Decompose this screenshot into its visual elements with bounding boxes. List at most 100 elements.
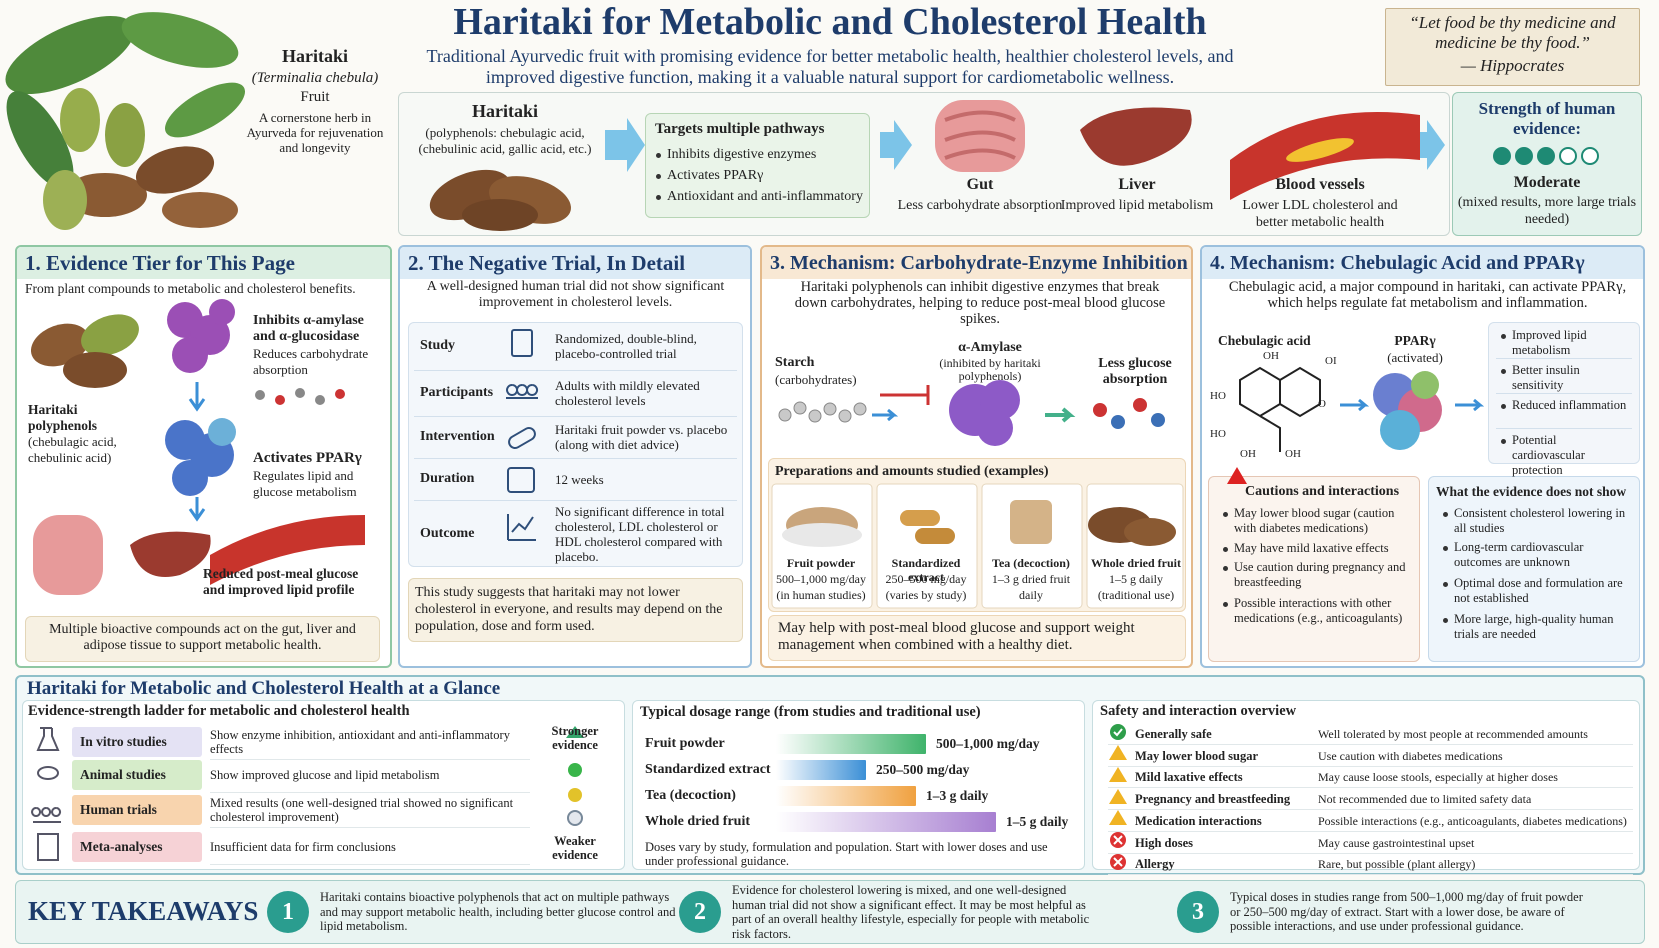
caution-item: May lower blood sugar (caution with diab…	[1222, 506, 1414, 536]
carb-illustrations	[771, 380, 1184, 609]
target-item: Activates PPARγ	[655, 168, 865, 184]
header-bar	[17, 247, 390, 279]
result: Less glucose absorption	[1098, 356, 1172, 387]
atom-label: O	[1318, 398, 1326, 410]
targets-box	[645, 113, 870, 218]
dosage-range: 500–1,000 mg/day	[936, 736, 1040, 751]
glance-title: Haritaki for Metabolic and Cholesterol H…	[27, 678, 501, 699]
row-divider	[1496, 393, 1632, 394]
leaves	[5, 12, 245, 189]
dosage-box	[632, 700, 1085, 870]
header-bar	[400, 247, 750, 279]
ladder-finding: Insufficient data for firm conclusions	[210, 840, 396, 854]
ladder-level: Human trials	[80, 802, 157, 817]
header-bar	[1202, 247, 1643, 279]
safety-detail: Possible interactions (e.g., anticoagula…	[1318, 813, 1627, 828]
row-divider	[1108, 744, 1633, 745]
starch-detail: (carbohydrates)	[775, 372, 857, 387]
ladder-top: Stronger evidence	[551, 724, 599, 752]
quote: “Let food be thy medicine and medicine b…	[1409, 13, 1616, 52]
header-bar	[762, 247, 1191, 279]
takeaway-text: Evidence for cholesterol lowering is mix…	[732, 883, 1090, 941]
enzyme-detail: (inhibited by haritaki polyphenols)	[939, 356, 1041, 383]
row-label: Intervention	[420, 429, 495, 444]
safety-detail: Not recommended due to limited safety da…	[1318, 792, 1532, 807]
title: Haritaki for Metabolic and Cholesterol H…	[453, 1, 1207, 43]
row-divider	[1496, 358, 1632, 359]
row-divider	[1108, 852, 1633, 854]
takeaway-number: 2	[694, 899, 706, 925]
atom-label: OH	[1240, 448, 1256, 460]
limits-box	[1428, 476, 1640, 662]
takeaway-text: Haritaki contains bioactive polyphenols …	[320, 890, 676, 933]
ladder-icons	[31, 726, 584, 861]
ladder-finding: Mixed results (one well-designed trial s…	[210, 796, 514, 824]
dosage-form: Fruit powder	[645, 736, 725, 751]
takeaway-number: 1	[282, 899, 294, 925]
preparations-title: Preparations and amounts studied (exampl…	[775, 464, 1049, 479]
quote-author: — Hippocrates	[1460, 56, 1565, 75]
row-text: No significant difference in total chole…	[555, 503, 725, 564]
strength-title: Strength of human evidence:	[1478, 99, 1616, 138]
row-divider	[414, 370, 737, 371]
safety-topic: High doses	[1135, 835, 1194, 850]
subtitle: Traditional Ayurvedic fruit with promisi…	[426, 46, 1234, 87]
dosage-form: Standardized extract	[645, 762, 771, 777]
row-divider	[1496, 428, 1632, 429]
row-divider	[414, 500, 737, 501]
trial-table	[408, 322, 743, 567]
row-divider	[1108, 765, 1633, 767]
atom-label: OH	[1263, 350, 1279, 362]
ladder-bottom: Weaker evidence	[552, 834, 598, 862]
safety-topic: Allergy	[1135, 857, 1175, 872]
safety-topic: Pregnancy and breastfeeding	[1135, 792, 1291, 807]
hero-part: Fruit	[300, 89, 330, 105]
atom-label: OH	[1285, 448, 1301, 460]
ladder-level-box	[72, 795, 202, 825]
receptor: PPARγ	[1394, 333, 1436, 348]
limit-item: Optimal dose and formulation are not est…	[1442, 576, 1634, 606]
caution-item: May have mild laxative effects	[1222, 541, 1414, 556]
preparation-note: (varies by study)	[885, 588, 967, 602]
dosage-title: Typical dosage range (from studies and t…	[640, 704, 981, 720]
ladder-finding: Show improved glucose and lipid metaboli…	[210, 768, 440, 782]
dosage-form: Tea (decoction)	[645, 788, 736, 803]
preparation-name: Whole dried fruit	[1091, 556, 1181, 570]
organ-effect: Improved lipid metabolism	[1060, 198, 1214, 213]
ladder-title: Evidence-strength ladder for metabolic a…	[28, 703, 410, 719]
organs	[935, 100, 1420, 200]
row-divider	[1108, 787, 1633, 789]
dosage-range: 250–500 mg/day	[876, 762, 970, 777]
row-divider	[1108, 874, 1633, 876]
limit-item: More large, high-quality human trials ar…	[1442, 612, 1634, 642]
safety-detail: Well tolerated by most people at recomme…	[1318, 727, 1588, 741]
ppar-illustrations	[1227, 366, 1485, 484]
organ-name: Gut	[966, 176, 994, 193]
benefit: Better insulin sensitivity	[1500, 363, 1632, 393]
source-name: Haritaki	[472, 101, 538, 121]
preparation-note: (in human studies)	[776, 588, 866, 602]
target-item: Inhibits digestive enzymes	[655, 147, 865, 163]
strength-note: (mixed results, more large trials needed…	[1457, 195, 1637, 227]
atom-label: OI	[1325, 355, 1337, 367]
row-label: Outcome	[420, 525, 475, 541]
compound: Chebulagic acid	[1218, 333, 1311, 348]
section-heading: 1. Evidence Tier for This Page	[25, 251, 295, 275]
safety-topic: May lower blood sugar	[1135, 748, 1259, 763]
row-text: Adults with mildly elevated cholesterol …	[555, 378, 700, 408]
ladder-level-box	[72, 760, 202, 790]
safety-detail: May cause loose stools, especially at hi…	[1318, 770, 1558, 785]
receptor-state: (activated)	[1387, 350, 1443, 365]
enzyme: α-Amylase	[958, 340, 1022, 355]
preparation-amount: 250–500 mg/day	[885, 572, 967, 586]
dosage-bar	[776, 760, 866, 780]
ladder-level-box	[72, 727, 202, 757]
note: Multiple bioactive compounds act on the …	[49, 622, 356, 653]
caution-item: Possible interactions with other medicat…	[1222, 596, 1414, 626]
safety-icons	[1109, 724, 1127, 870]
row-label: Study	[420, 338, 456, 353]
source-detail: (chebulagic acid, chebulinic acid)	[28, 434, 117, 465]
row-divider	[210, 864, 530, 865]
safety-detail: Rare, but possible (plant allergy)	[1318, 857, 1476, 872]
